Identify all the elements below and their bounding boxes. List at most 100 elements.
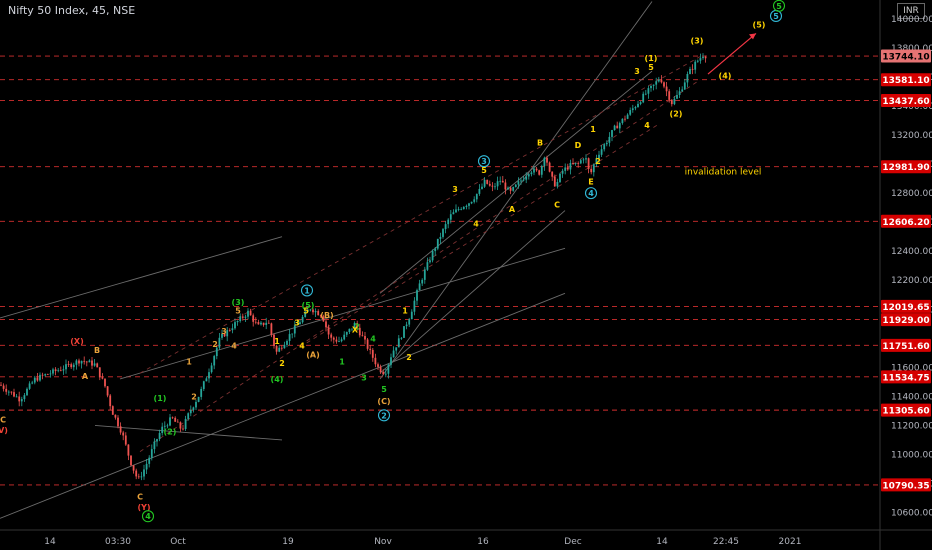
projection-arrowhead (749, 33, 756, 40)
candle-body (499, 180, 502, 182)
candle-body (223, 333, 226, 337)
candle-body (397, 338, 400, 348)
candle-body (257, 322, 260, 325)
trendline (119, 247, 566, 380)
candle-body (309, 309, 312, 311)
y-tick-label: 12800.00 (891, 189, 932, 199)
candle-body (696, 60, 699, 62)
x-tick-label: Oct (170, 537, 186, 547)
candle-body (20, 399, 23, 402)
candle-body (72, 364, 75, 368)
candle-body (335, 339, 338, 342)
candle-body (179, 422, 182, 429)
candle-body (174, 417, 177, 422)
candle-body (455, 209, 457, 213)
candle-body (488, 183, 491, 186)
y-tick-label: 11400.00 (891, 392, 932, 402)
x-tick-label: Nov (374, 537, 392, 547)
wave-label: 2 (406, 353, 412, 362)
candle-body (525, 176, 528, 180)
x-tick-label: 22:45 (713, 537, 739, 547)
channel-midline (299, 123, 661, 348)
candle-body (465, 205, 468, 207)
trendline (0, 292, 566, 519)
candle-body (704, 56, 707, 59)
candle-body (200, 388, 203, 397)
candle-body (28, 383, 31, 389)
candle-body (382, 371, 385, 375)
candle-body (483, 179, 486, 187)
candle-body (663, 82, 665, 87)
level-price-label: 11534.75 (882, 373, 929, 383)
candle-body (551, 171, 554, 177)
candle-body (395, 347, 398, 351)
candle-body (104, 378, 106, 387)
candle-body (470, 201, 473, 204)
candle-body (533, 168, 535, 173)
y-tick-label: 11000.00 (891, 450, 932, 460)
candle-body (67, 364, 70, 365)
candle-body (184, 418, 187, 430)
candle-body (564, 167, 567, 171)
candle-body (447, 219, 450, 225)
candle-body (283, 344, 286, 349)
candle-body (618, 123, 621, 129)
candle-body (213, 356, 216, 366)
candle-body (148, 457, 151, 464)
candle-body (582, 159, 585, 161)
candle-body (390, 357, 392, 365)
candle-body (325, 321, 327, 328)
candle-body (392, 350, 395, 358)
wave-label: D (575, 141, 582, 150)
wave-label: 4 (370, 334, 376, 343)
candle-body (543, 157, 546, 167)
candle-body (486, 179, 489, 184)
currency-badge[interactable]: INR (897, 3, 925, 19)
candle-body (566, 167, 569, 170)
candle-body (377, 364, 379, 367)
candle-body (314, 311, 317, 313)
x-tick-label: 14 (656, 537, 668, 547)
candle-body (374, 357, 377, 365)
candle-body (517, 181, 520, 185)
wave-label: C (137, 493, 143, 502)
trendline (94, 425, 283, 441)
level-price-label: 13581.10 (882, 76, 929, 86)
candle-body (166, 425, 169, 427)
wave-label: 1 (590, 125, 596, 134)
candle-body (379, 366, 382, 372)
candle-body (304, 311, 307, 317)
candle-body (353, 322, 356, 329)
candle-body (423, 269, 426, 280)
candle-body (0, 384, 2, 386)
candle-body (416, 290, 418, 301)
y-tick-label: 12200.00 (891, 276, 932, 286)
wave-circle (300, 284, 314, 297)
candle-body (608, 136, 611, 143)
candle-body (182, 428, 184, 430)
x-tick-label: 2021 (779, 537, 802, 547)
candle-body (205, 378, 208, 382)
candle-body (348, 328, 351, 333)
candle-body (330, 334, 333, 338)
level-price-label: 12981.90 (882, 163, 929, 173)
wave-label: 1 (274, 337, 280, 346)
candle-body (678, 91, 681, 96)
wave-label: (2) (670, 109, 683, 118)
y-tick-label: 14000.00 (891, 15, 932, 25)
candle-body (647, 88, 650, 94)
candle-body (634, 107, 637, 109)
candle-body (234, 322, 236, 329)
candle-body (301, 316, 304, 323)
wave-label: (B) (320, 311, 333, 320)
wave-label: 3 (634, 67, 640, 76)
candle-body (639, 102, 642, 104)
candle-body (546, 157, 548, 163)
wave-label: (1) (154, 394, 167, 403)
x-tick-label: 03:30 (105, 537, 131, 547)
candle-body (208, 372, 210, 379)
wave-label: (A) (306, 350, 320, 359)
candle-body (226, 330, 229, 337)
candle-body (252, 315, 255, 322)
